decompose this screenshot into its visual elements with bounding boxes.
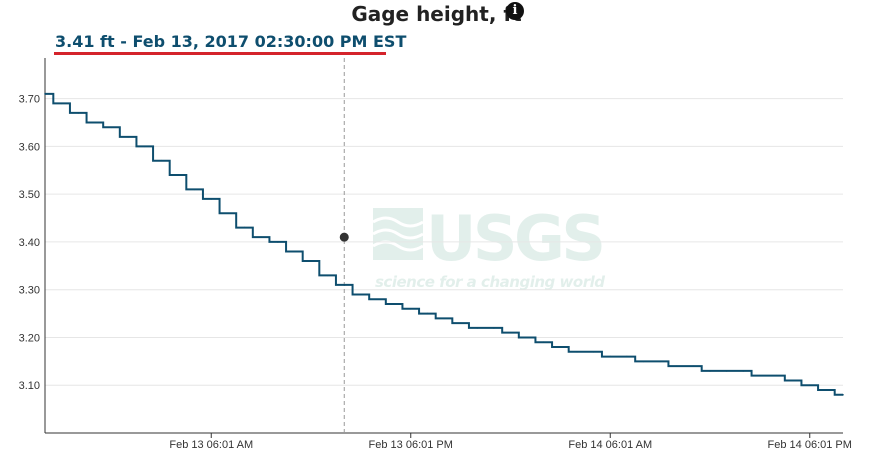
x-axis-ticks: Feb 13 06:01 AM Feb 13 06:01 PM Feb 14 06:…	[169, 433, 852, 451]
x-tick-label: Feb 13 06:01 PM	[369, 439, 453, 451]
chart-title: Gage height, ft	[351, 2, 522, 26]
data-point	[642, 360, 645, 363]
data-point	[326, 274, 329, 277]
tooltip-underline	[54, 52, 386, 55]
data-point	[60, 102, 63, 105]
data-point	[376, 298, 379, 301]
x-tick-label: Feb 14 06:01 PM	[768, 439, 852, 451]
data-point	[310, 260, 312, 262]
data-point	[459, 322, 462, 324]
data-point	[659, 360, 661, 363]
data-point	[559, 346, 562, 348]
x-tick-label: Feb 13 06:01 AM	[169, 439, 253, 451]
y-tick-label: 3.40	[19, 237, 40, 249]
data-point	[509, 331, 512, 334]
data-point	[808, 384, 811, 387]
y-tick-label: 3.70	[19, 94, 40, 106]
data-point	[526, 336, 528, 339]
data-point	[276, 241, 279, 243]
data-point	[177, 174, 179, 176]
data-point	[360, 293, 362, 296]
data-point	[825, 389, 828, 391]
usgs-watermark-tagline: science for a changing world	[375, 273, 605, 291]
x-tick-label: Feb 14 06:01 AM	[568, 439, 652, 451]
data-point	[393, 303, 395, 305]
data-point	[443, 317, 445, 320]
data-points	[44, 93, 844, 396]
data-point	[576, 350, 578, 353]
data-point	[592, 350, 595, 353]
usgs-watermark: USGS science for a changing world	[372, 202, 606, 291]
series-line[interactable]	[45, 92, 843, 396]
data-point	[293, 250, 296, 253]
data-point	[44, 93, 46, 95]
y-tick-label: 3.50	[19, 189, 40, 201]
y-axis-labels: 3.10 3.20 3.30 3.40 3.50 3.60 3.70	[19, 94, 40, 393]
data-point	[426, 312, 429, 315]
chart-title-row: Gage height, ft	[0, 2, 873, 26]
data-point	[143, 145, 146, 148]
y-tick-label: 3.20	[19, 332, 40, 344]
data-point	[775, 374, 778, 377]
data-point	[110, 126, 113, 129]
data-point	[243, 226, 246, 229]
data-point	[127, 136, 129, 138]
data-point	[260, 236, 262, 238]
data-point	[609, 355, 612, 358]
data-point	[160, 159, 163, 162]
data-point	[626, 355, 628, 358]
usgs-watermark-logo: USGS	[426, 202, 606, 275]
usgs-wave-icon	[372, 208, 424, 260]
tooltip-readout: 3.41 ft - Feb 13, 2017 02:30:00 PM EST	[55, 32, 407, 51]
data-point	[725, 370, 728, 372]
info-icon[interactable]: i	[506, 2, 524, 20]
data-point	[759, 374, 761, 377]
data-point	[476, 327, 479, 329]
data-point	[742, 370, 745, 372]
data-point	[709, 370, 711, 372]
data-point	[77, 112, 80, 114]
grid-lines	[45, 98, 843, 386]
data-point	[227, 212, 229, 215]
data-point	[692, 365, 695, 367]
data-point	[409, 307, 412, 310]
focus-point[interactable]	[339, 232, 349, 242]
data-point	[842, 393, 844, 396]
data-point	[343, 284, 346, 286]
data-point	[94, 121, 96, 124]
y-tick-label: 3.30	[19, 285, 40, 297]
data-point	[193, 188, 196, 191]
data-point	[542, 341, 545, 344]
data-point	[210, 198, 213, 200]
data-point	[792, 379, 794, 382]
data-point	[675, 365, 678, 367]
y-tick-label: 3.10	[19, 380, 40, 392]
data-point	[493, 327, 495, 329]
y-tick-label: 3.60	[19, 141, 40, 153]
